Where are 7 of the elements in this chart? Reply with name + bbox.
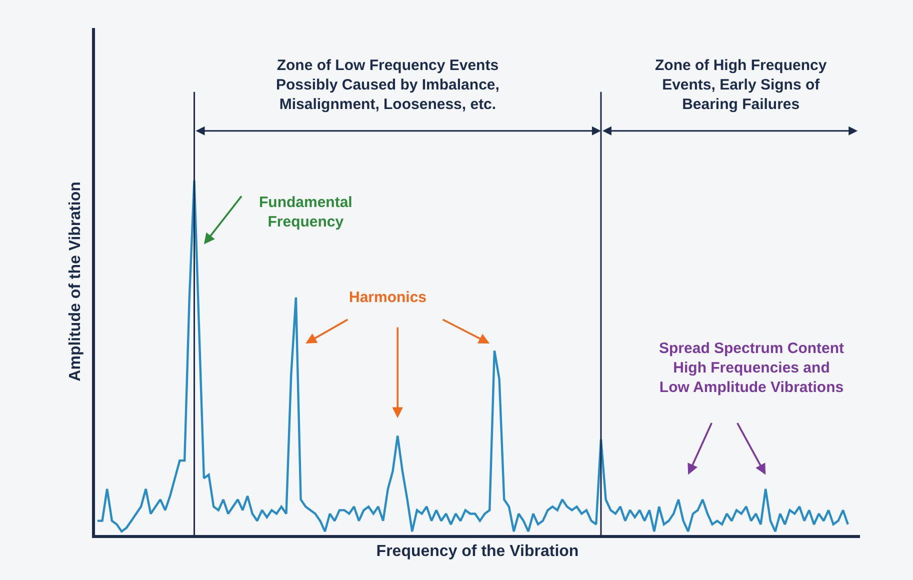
annotation: Harmonics	[349, 289, 427, 306]
text: Zone of Low Frequency Events Possibly Caused by Imbalance, Misalignment, Looseness, etc.	[276, 57, 500, 113]
y-axis-title: Amplitude of the Vibration	[67, 182, 84, 382]
annotation: Fundamental Frequency	[259, 194, 352, 230]
x-axis-title: Frequency of the Vibration	[376, 542, 579, 560]
annotation: Spread Spectrum Content High Frequencies and Low Amplitude Vibrations	[659, 340, 844, 396]
text: Zone of High Frequency Events, Early Signs of Bearing Failures	[655, 57, 828, 113]
